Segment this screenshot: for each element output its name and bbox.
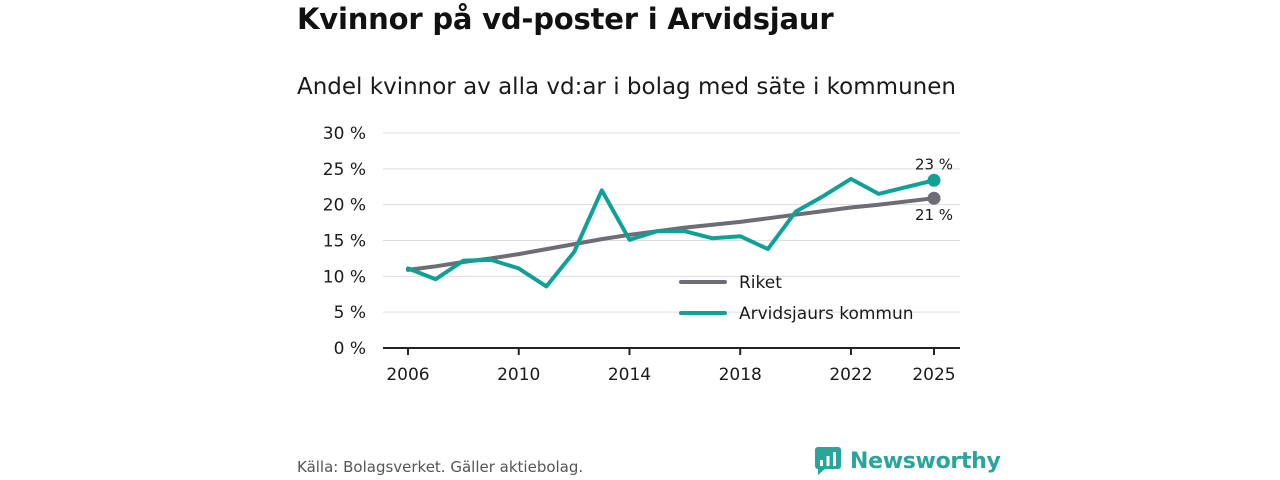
y-tick-label: 10 % [323,267,366,287]
x-tick-label: 2010 [497,365,540,385]
y-tick-label: 5 % [334,303,366,323]
newsworthy-logo-icon [815,447,841,475]
grid-lines [383,132,960,313]
x-tick-label: 2014 [608,365,651,385]
legend-label-riket: Riket [739,273,782,293]
legend-label-arvidsjaurs-kommun: Arvidsjaurs kommun [739,304,914,324]
x-tick-label: 2022 [829,365,872,385]
x-tick-label: 2018 [719,365,762,385]
line-chart: 0 %5 %10 %15 %20 %25 %30 % 2006 2010 2014 2… [323,124,960,385]
series-lines: 21 % 23 % [406,155,953,289]
brand-logo: Newsworthy [814,446,1001,476]
y-tick-label: 20 % [323,196,366,216]
end-point-arvidsjaurs-kommun [927,173,941,187]
y-tick-label: 0 % [334,339,366,359]
source-note: Källa: Bolagsverket. Gäller aktiebolag. [297,458,584,476]
series-line-arvidsjaurs-kommun [406,176,936,289]
y-tick-label: 30 % [323,124,366,144]
brand-name: Newsworthy [850,448,1001,474]
chart-title: Kvinnor på vd-poster i Arvidsjaur [297,2,834,36]
y-axis-ticks: 0 % 5 % 10 % 15 % 20 % 25 % 30 % [323,124,366,359]
x-tick-label: 2006 [386,365,429,385]
y-tick-label: 25 % [323,160,366,180]
end-point-riket [927,191,941,205]
end-label-riket: 21 % [915,206,953,224]
x-tick-label: 2025 [912,365,955,385]
end-label-arvidsjaurs-kommun: 23 % [915,155,953,173]
y-tick-label: 15 % [323,232,366,252]
chart-legend: Riket Arvidsjaurs kommun [679,273,914,324]
chart-subtitle: Andel kvinnor av alla vd:ar i bolag med … [297,74,956,100]
x-axis: 2006 2010 2014 2018 2022 2025 [383,347,960,385]
